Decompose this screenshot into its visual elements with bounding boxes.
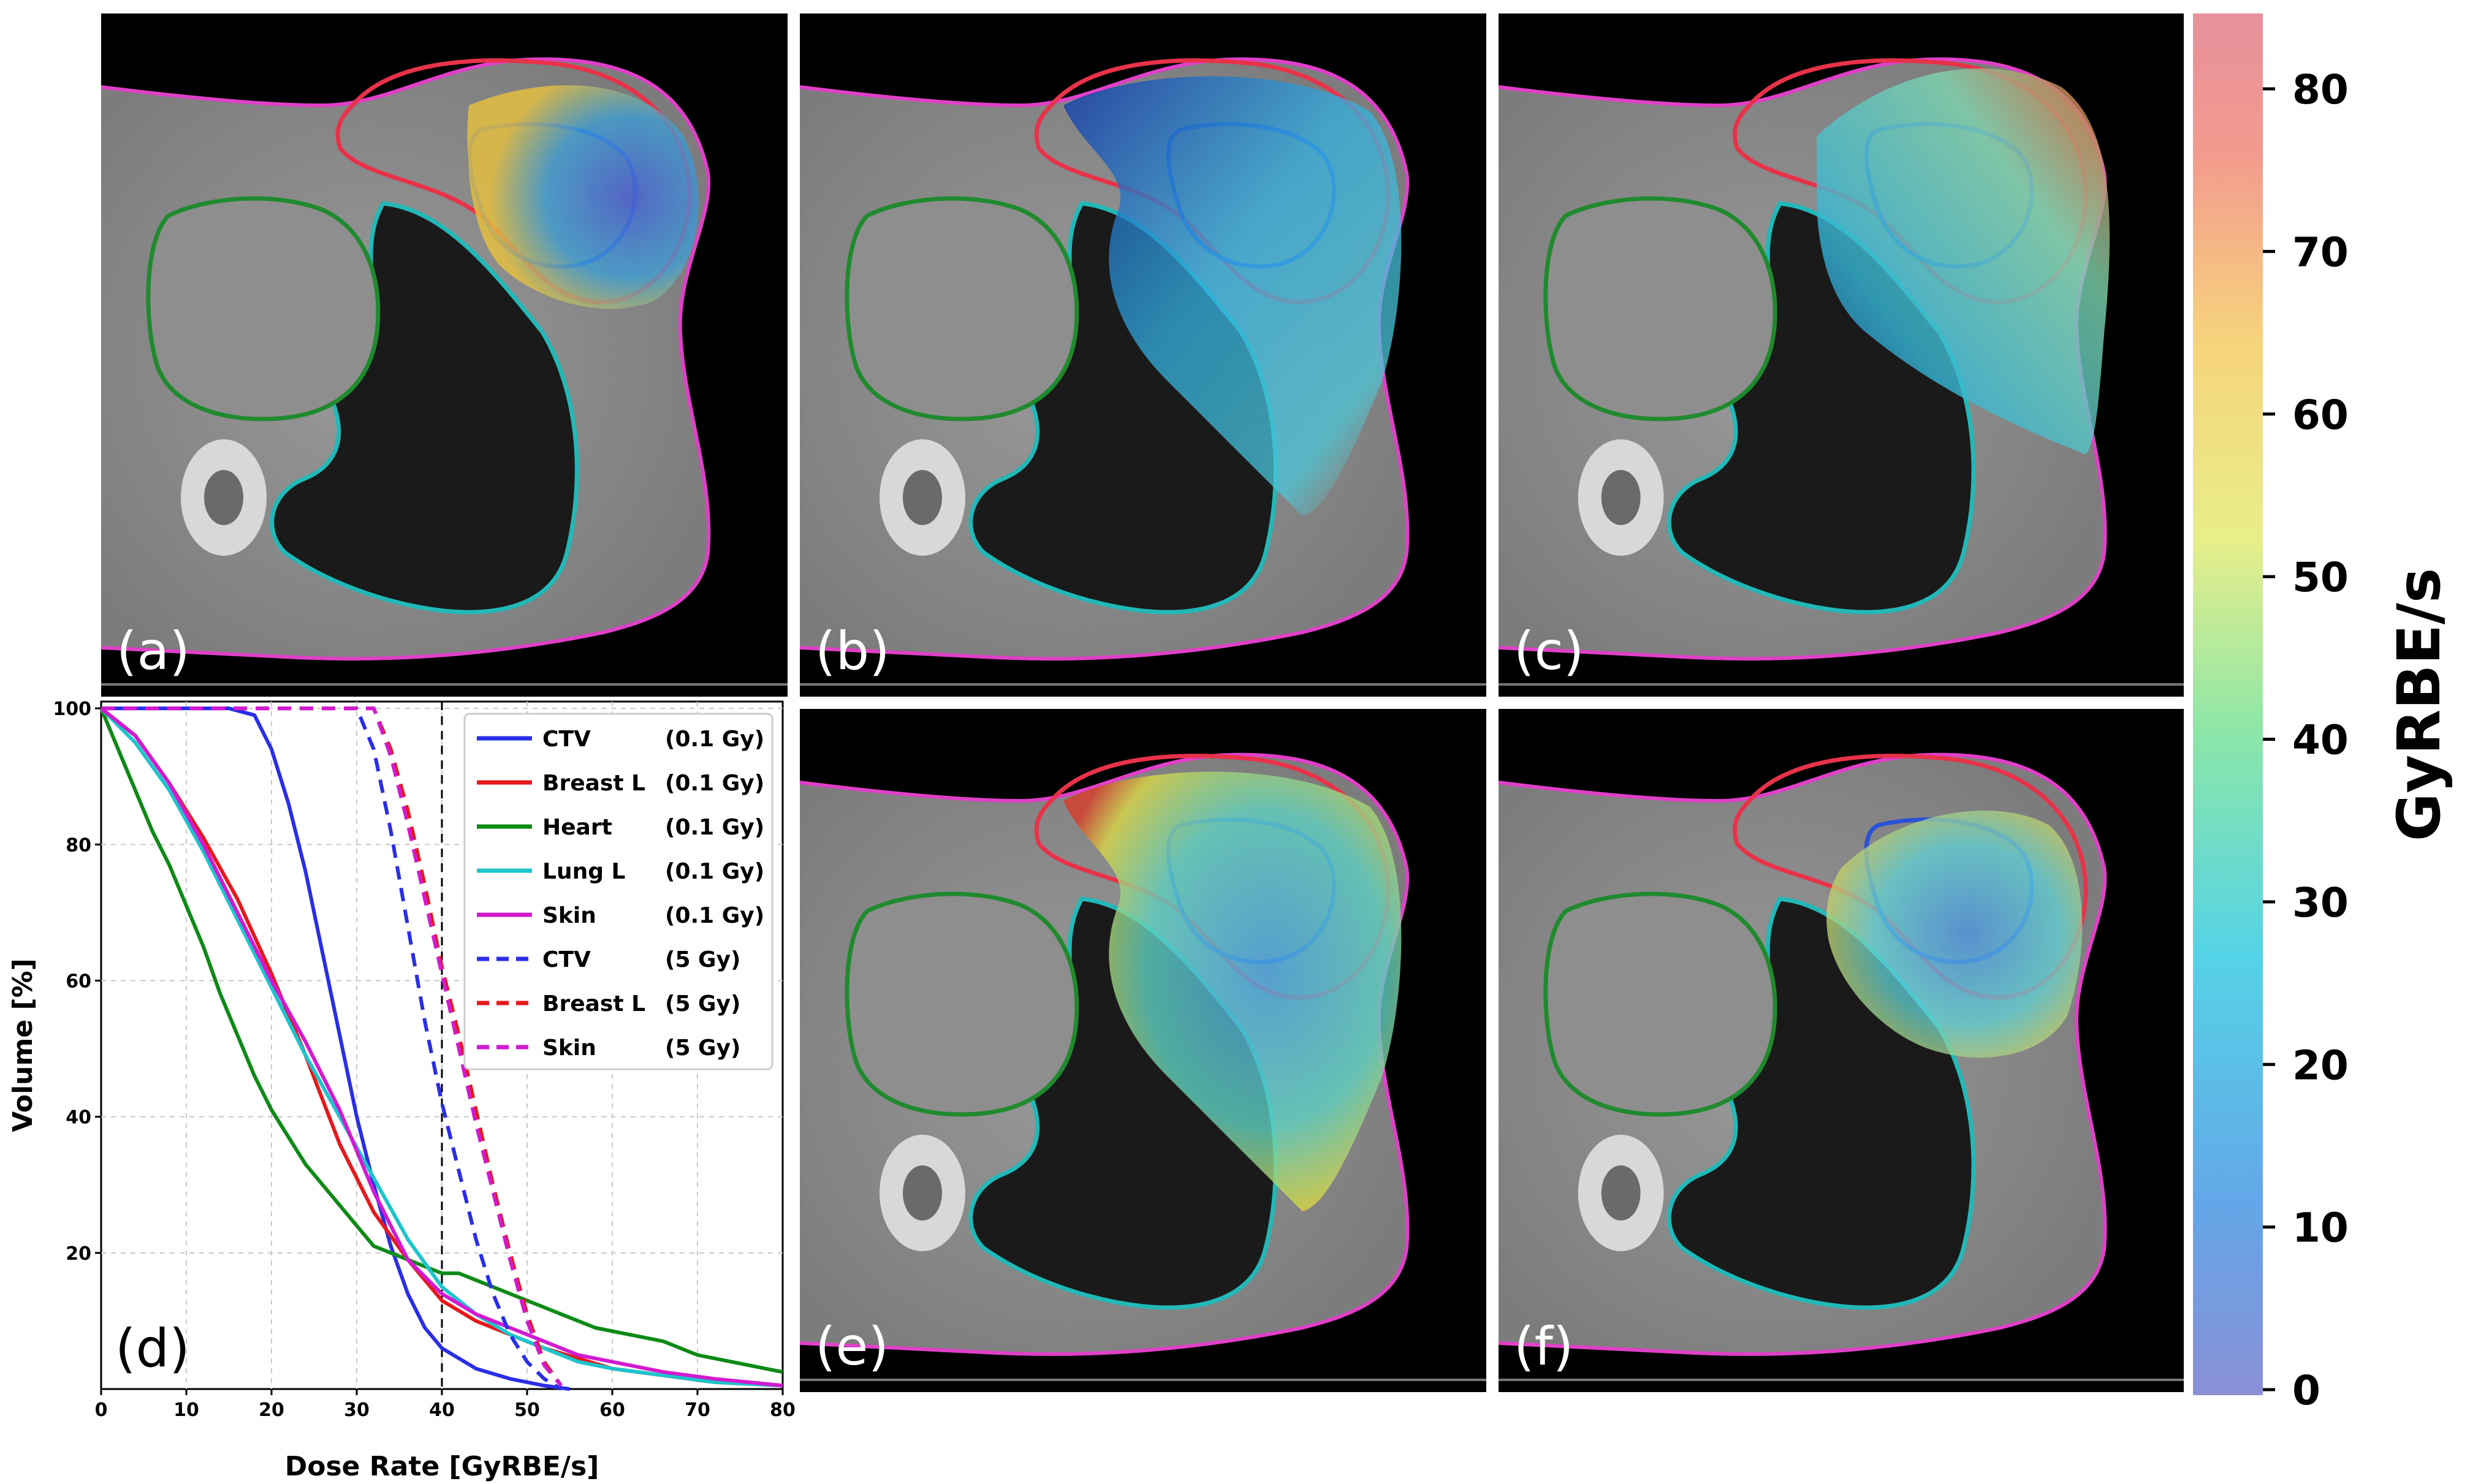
legend-dose: (0.1 Gy) [665, 771, 764, 796]
legend: CTV (0.1 Gy) Breast L (0.1 Gy) Heart (0.1 Gy)… [463, 713, 773, 1070]
legend-label: CTV [542, 727, 591, 752]
legend-dose: (0.1 Gy) [665, 727, 764, 752]
x-tick-label: 20 [259, 1399, 284, 1421]
legend-label: Skin [542, 1035, 596, 1061]
x-tick-label: 60 [599, 1399, 625, 1421]
dose-rate-overlay [1817, 68, 2110, 455]
series-skin-5gy [101, 706, 563, 1387]
dose-rate-overlay [1063, 76, 1402, 516]
y-tick-label: 80 [66, 835, 91, 856]
legend-label: Heart [542, 815, 612, 840]
heart [845, 196, 1079, 422]
heart [1543, 196, 1777, 422]
legend-dose: (5 Gy) [665, 1035, 741, 1061]
dose-rate-overlay [467, 85, 699, 309]
y-tick-labels: 20 40 60 80 100 [53, 698, 101, 1265]
x-tick-label: 80 [770, 1399, 796, 1421]
ct-panel-c: (c) [1498, 13, 2184, 697]
ct-panels: (a) (b) (c) (e) (f) [101, 13, 2184, 1392]
dose-rate-overlay [1063, 771, 1402, 1211]
series-breast-l-5gy [101, 706, 563, 1387]
heart [845, 892, 1079, 1117]
legend-label: Breast L [542, 991, 645, 1016]
dose-rate-volume-histogram: 0 10 20 30 40 50 60 70 80 20 40 60 80 100 (d) Dose R… [7, 698, 796, 1482]
panel-label-e: (e) [815, 1316, 889, 1377]
legend-label: Skin [542, 903, 596, 928]
y-tick-label: 20 [66, 1243, 91, 1265]
legend-box [463, 713, 773, 1070]
legend-dose: (0.1 Gy) [665, 859, 764, 884]
colorbar-tick-label: 30 [2292, 879, 2349, 926]
heart [1543, 892, 1777, 1117]
legend-dose: (0.1 Gy) [665, 815, 764, 840]
panel-label-b: (b) [815, 621, 890, 682]
colorbar-title: GyRBE/s [2385, 568, 2453, 841]
colorbar-tick-label: 20 [2292, 1042, 2349, 1089]
series-lung-l-0-1gy [99, 706, 783, 1388]
x-axis-title: Dose Rate [GyRBE/s] [285, 1451, 599, 1482]
panel-label-c: (c) [1514, 621, 1584, 682]
legend-label: CTV [542, 947, 591, 972]
y-tick-label: 60 [66, 971, 91, 992]
x-tick-label: 50 [514, 1399, 540, 1421]
series-ctv-0-1gy [101, 706, 570, 1391]
colorbar-tick-label: 10 [2292, 1205, 2349, 1252]
colorbar: 0 10 20 30 40 50 60 70 80 GyRBE/s [2193, 13, 2453, 1414]
x-tick-label: 0 [95, 1399, 108, 1421]
colorbar-tick-label: 70 [2292, 229, 2349, 276]
series-heart-0-1gy [99, 707, 783, 1374]
legend-label: Breast L [542, 771, 645, 796]
colorbar-tick-label: 50 [2292, 554, 2349, 601]
skin-contour [1498, 752, 2107, 1357]
colorbar-tick-label: 80 [2292, 66, 2349, 113]
colorbar-gradient [2193, 13, 2263, 1395]
dose-rate-overlay [1826, 810, 2083, 1058]
ct-panel-b: (b) [799, 13, 1486, 697]
colorbar-ticks: 0 10 20 30 40 50 60 70 80 [2263, 66, 2349, 1414]
legend-dose: (0.1 Gy) [665, 903, 764, 928]
colorbar-tick-label: 60 [2292, 392, 2349, 439]
series-skin-0-1gy [100, 706, 783, 1388]
y-axis-title: Volume [%] [7, 958, 39, 1132]
x-tick-label: 10 [173, 1399, 199, 1421]
x-tick-labels: 0 10 20 30 40 50 60 70 80 [95, 1389, 796, 1421]
y-tick-label: 100 [53, 698, 91, 720]
legend-dose: (5 Gy) [665, 991, 741, 1016]
ct-panel-e: (e) [799, 709, 1486, 1392]
ct-panel-f: (f) [1498, 709, 2184, 1392]
ct-panel-a: (a) [101, 13, 788, 697]
legend-dose: (5 Gy) [665, 947, 741, 972]
x-tick-label: 30 [344, 1399, 370, 1421]
series-lines [99, 706, 783, 1391]
colorbar-tick-label: 0 [2292, 1367, 2320, 1414]
panel-label-a: (a) [116, 621, 190, 682]
panel-label-f: (f) [1514, 1316, 1573, 1377]
x-tick-label: 40 [429, 1399, 455, 1421]
colorbar-tick-label: 40 [2292, 717, 2349, 764]
x-tick-label: 70 [685, 1399, 710, 1421]
heart [146, 196, 381, 422]
y-tick-label: 40 [66, 1107, 91, 1129]
legend-label: Lung L [542, 859, 625, 884]
panel-label-d: (d) [115, 1318, 190, 1379]
series-ctv-5gy [101, 706, 563, 1391]
skin-contour [101, 57, 711, 661]
